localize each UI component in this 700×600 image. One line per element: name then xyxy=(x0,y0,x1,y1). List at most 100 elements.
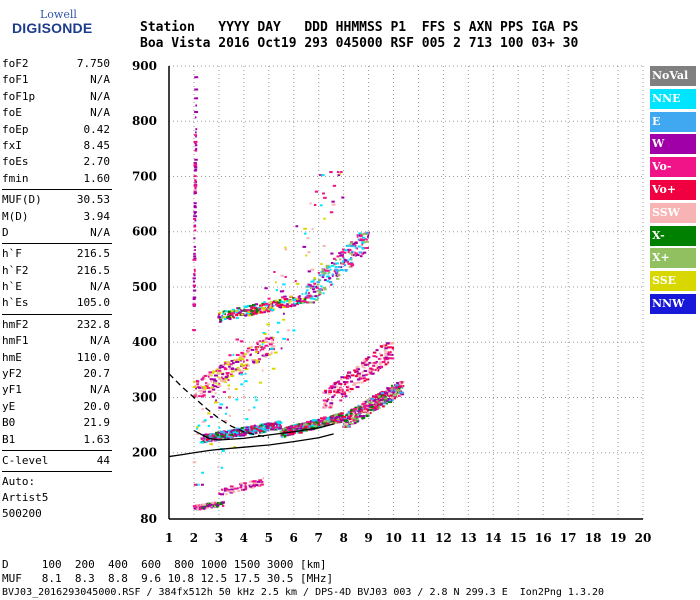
data-point xyxy=(306,420,310,423)
data-point xyxy=(195,506,200,509)
data-point xyxy=(220,435,225,438)
data-point xyxy=(325,422,330,425)
data-point xyxy=(229,435,232,438)
param-name: foF1 xyxy=(2,73,29,87)
data-point xyxy=(244,314,248,317)
data-point xyxy=(334,265,338,268)
data-point xyxy=(344,259,348,262)
x-tick-label: 7 xyxy=(315,531,323,545)
data-point xyxy=(321,268,325,271)
data-point xyxy=(255,361,259,364)
data-point xyxy=(322,286,327,289)
y-tick-label: 600 xyxy=(132,225,157,239)
data-point xyxy=(372,407,376,410)
data-point xyxy=(347,250,350,253)
data-point xyxy=(283,299,287,302)
data-point xyxy=(350,253,355,256)
data-point xyxy=(239,354,243,357)
data-point xyxy=(274,300,279,303)
data-point xyxy=(214,381,217,384)
data-point xyxy=(330,387,333,390)
legend-item: X+ xyxy=(650,248,696,269)
data-point xyxy=(340,268,343,271)
data-point xyxy=(192,380,196,383)
data-point xyxy=(280,300,283,303)
data-point xyxy=(397,394,401,397)
data-point xyxy=(226,433,230,436)
param-row: h`E N/A xyxy=(2,279,112,295)
data-point xyxy=(237,489,241,492)
data-point xyxy=(245,359,249,362)
param-name: foEp xyxy=(2,122,29,136)
data-point xyxy=(202,507,205,510)
data-point xyxy=(217,385,222,388)
data-point xyxy=(352,419,356,422)
data-point xyxy=(333,390,336,393)
param-row: hmE 110.0 xyxy=(2,350,112,366)
data-point xyxy=(352,410,356,413)
data-point xyxy=(331,283,334,286)
data-point xyxy=(344,395,348,398)
data-point xyxy=(378,357,381,360)
data-point xyxy=(238,358,241,361)
data-point xyxy=(215,431,218,434)
data-point xyxy=(274,422,278,425)
data-point xyxy=(298,431,303,434)
data-point xyxy=(310,285,314,288)
data-point xyxy=(239,486,243,489)
data-point xyxy=(267,305,270,308)
data-point xyxy=(229,373,233,376)
data-point xyxy=(193,206,197,209)
data-point xyxy=(276,424,279,427)
data-point xyxy=(334,271,339,274)
data-point xyxy=(329,402,334,405)
data-point xyxy=(356,413,359,416)
data-point xyxy=(280,274,284,277)
data-point xyxy=(349,242,353,245)
x-tick-label: 6 xyxy=(290,531,298,545)
data-point xyxy=(394,390,397,393)
data-point xyxy=(256,359,260,362)
data-point xyxy=(235,317,239,320)
param-value: 8.45 xyxy=(83,138,111,152)
data-point xyxy=(400,381,404,384)
data-point xyxy=(265,425,269,428)
data-point xyxy=(193,202,197,205)
data-point xyxy=(259,304,264,307)
data-point xyxy=(402,380,405,383)
data-point xyxy=(270,428,275,431)
data-point xyxy=(279,430,284,433)
data-point xyxy=(220,433,223,436)
data-point xyxy=(260,311,264,314)
data-point xyxy=(206,505,210,508)
data-point xyxy=(368,402,373,405)
data-point xyxy=(394,394,396,397)
data-point xyxy=(348,422,352,425)
param-value: 105.0 xyxy=(76,296,110,310)
data-point xyxy=(335,277,340,280)
data-point xyxy=(340,376,345,379)
data-point xyxy=(242,434,245,437)
data-point xyxy=(232,353,235,356)
data-point xyxy=(275,426,280,429)
data-point xyxy=(193,272,196,275)
data-point xyxy=(266,310,271,313)
data-point xyxy=(296,303,299,306)
data-point xyxy=(244,484,247,487)
data-point xyxy=(389,357,392,360)
data-point xyxy=(192,280,196,283)
data-point xyxy=(384,391,387,394)
data-point xyxy=(362,409,367,412)
data-point xyxy=(295,426,299,429)
data-point xyxy=(379,365,383,368)
data-point xyxy=(399,394,402,397)
data-point xyxy=(235,309,239,312)
data-point xyxy=(361,364,365,367)
data-point xyxy=(373,403,376,406)
data-point xyxy=(374,406,379,409)
data-point xyxy=(236,435,240,438)
data-point xyxy=(235,398,239,401)
data-point xyxy=(361,243,363,246)
data-point xyxy=(244,368,249,371)
data-point xyxy=(224,377,229,380)
